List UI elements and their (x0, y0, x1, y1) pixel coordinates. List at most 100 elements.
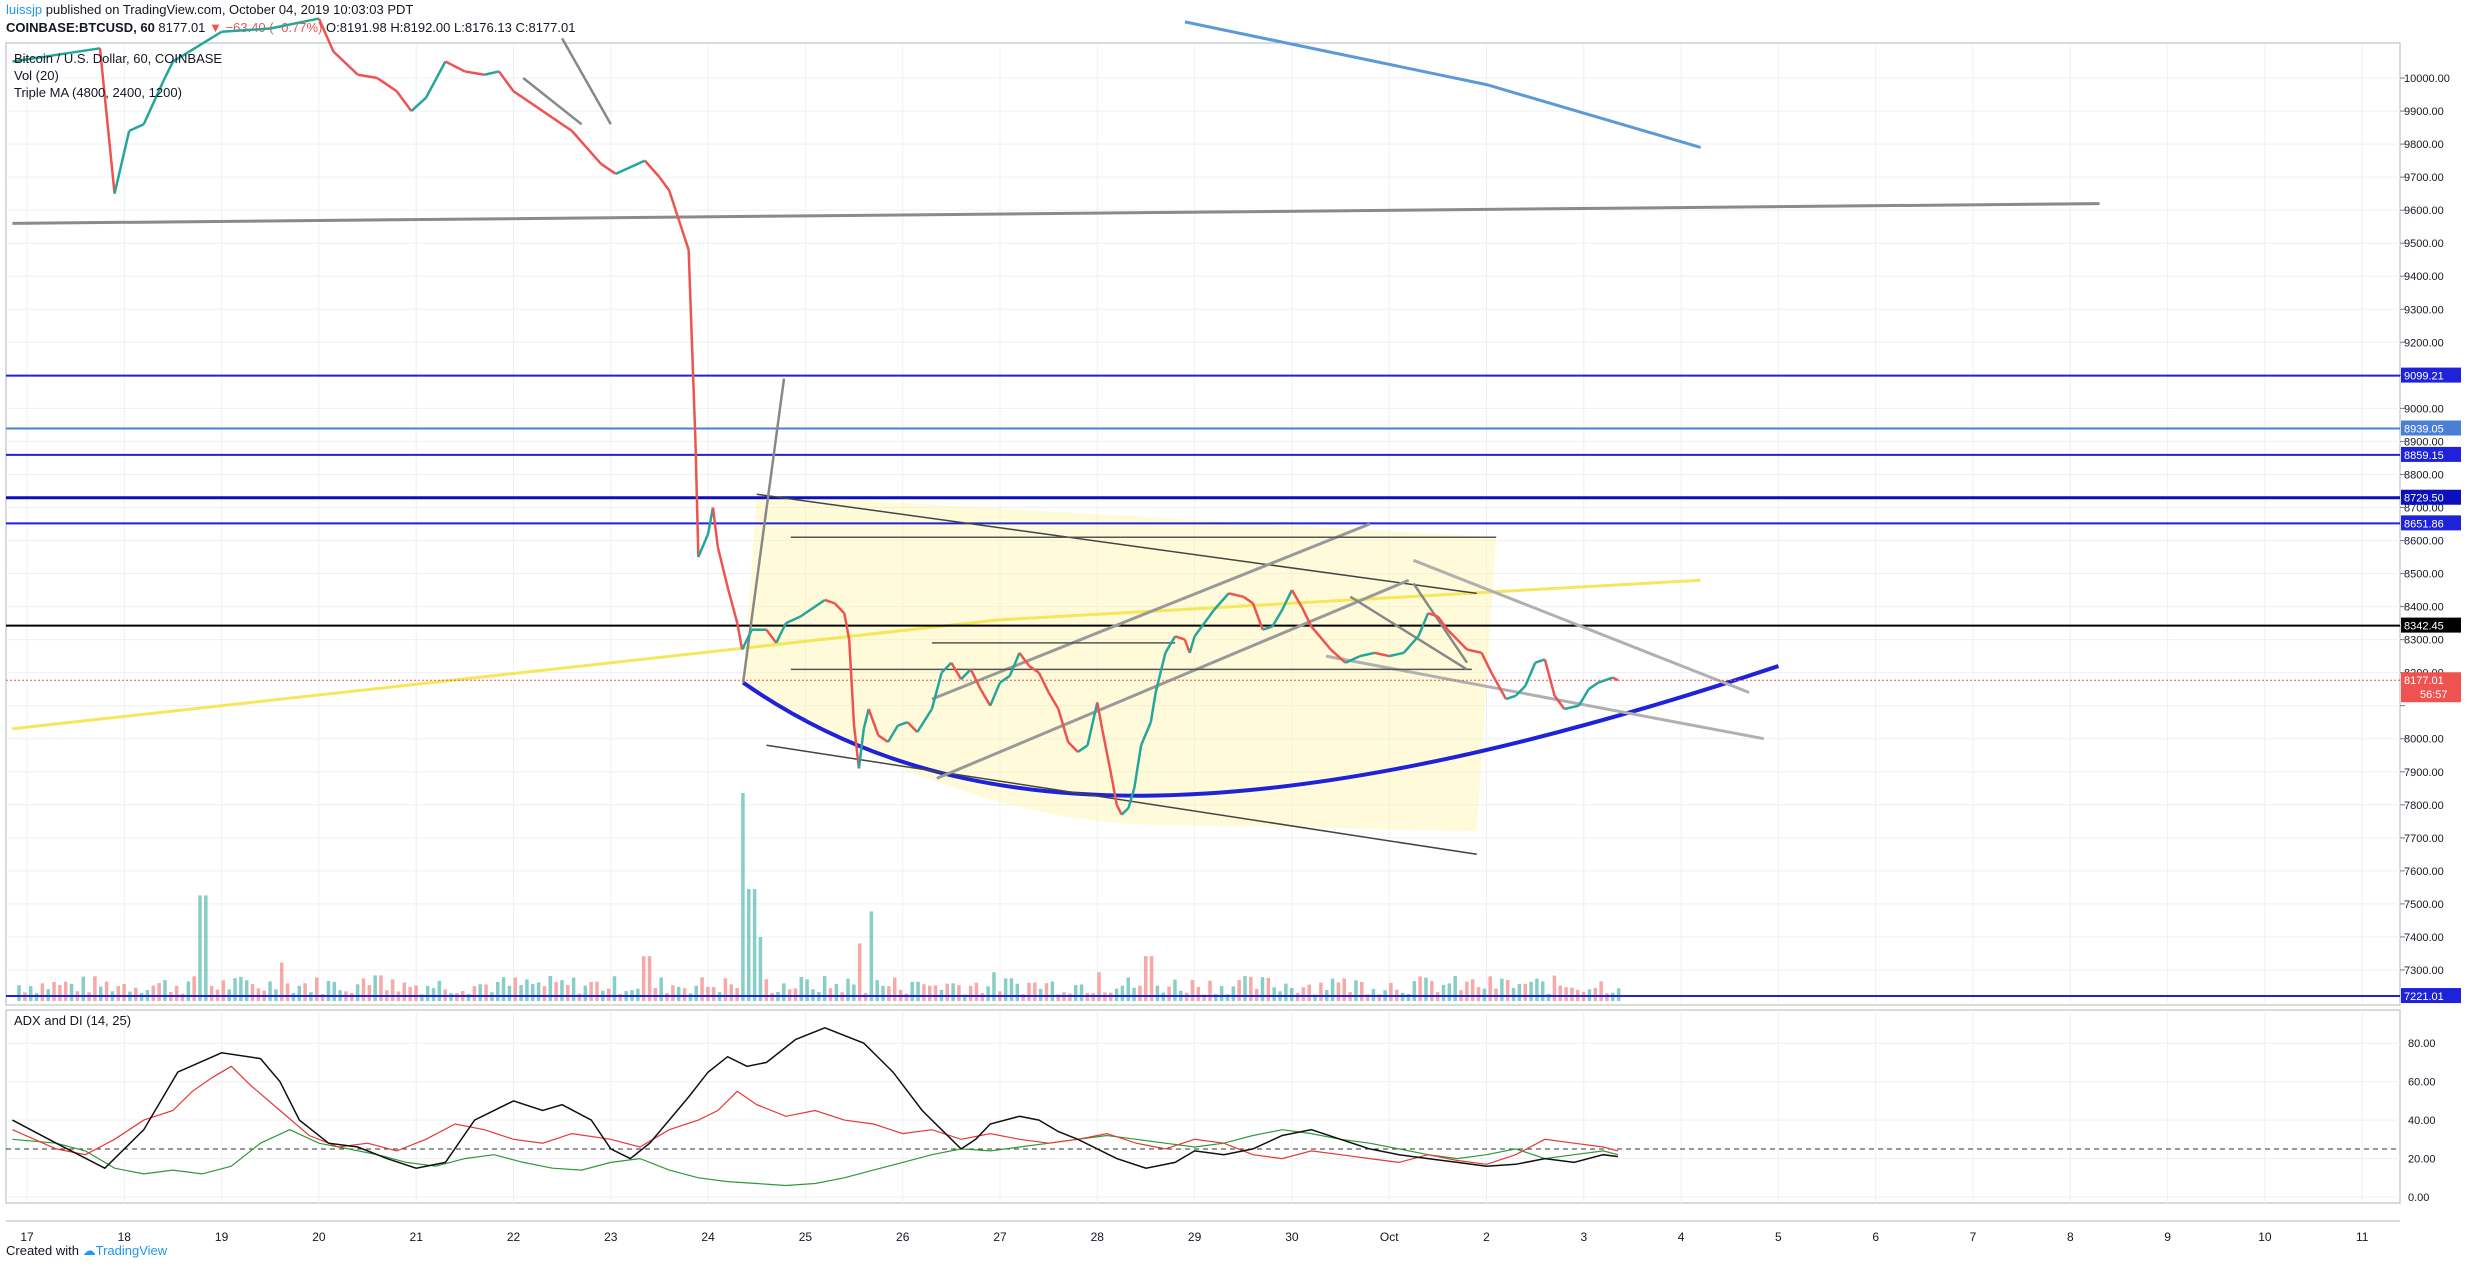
current-price-label: 8177.01 (2404, 675, 2444, 687)
volume-bar (1511, 987, 1516, 1001)
price-candle-segment (615, 166, 631, 175)
volume-bar (1044, 983, 1049, 1001)
volume-bar (1616, 988, 1621, 1001)
price-candle-segment (410, 96, 427, 112)
volume-bar (58, 985, 62, 1001)
volume-bar (1377, 994, 1382, 1001)
volume-bar (828, 988, 833, 1001)
price-tick-label: 9000.00 (2404, 403, 2444, 415)
price-candle-segment (843, 612, 851, 640)
price-candle-segment (357, 73, 378, 80)
volume-bar (297, 985, 301, 1001)
price-candle-segment (585, 146, 603, 165)
volume-bar (525, 979, 529, 1001)
volume-bar (373, 975, 377, 1001)
volume-bar (1254, 988, 1259, 1001)
tradingview-link[interactable]: TradingView (95, 1243, 168, 1258)
price-tick-label: 10000.00 (2404, 73, 2450, 85)
price-candle-segment (464, 70, 485, 76)
adx-tick-label: 20.00 (2408, 1154, 2436, 1166)
volume-bar (1073, 985, 1078, 1001)
author-link[interactable]: luissjp (6, 2, 43, 17)
volume-bar (1336, 982, 1341, 1001)
volume-bar (1056, 994, 1060, 1001)
volume-bar (735, 987, 739, 1001)
volume-bar (1144, 956, 1148, 1001)
volume-bar (612, 976, 617, 1001)
price-candle-segment (1427, 612, 1439, 618)
volume-bar (875, 980, 879, 1001)
volume-bar (653, 987, 658, 1001)
plus-di-line (12, 1065, 1619, 1165)
volume-bar (1488, 976, 1492, 1001)
volume-bar (577, 993, 582, 1001)
price-tick-label: 7400.00 (2404, 932, 2444, 944)
level-label: 8939.05 (2404, 424, 2444, 436)
wedge-upper (1412, 558, 1750, 694)
price-tick-label: 9200.00 (2404, 337, 2444, 349)
volume-bar (420, 994, 424, 1001)
price-tick-label: 9800.00 (2404, 139, 2444, 151)
volume-bar (1564, 987, 1568, 1001)
time-tick-label: 4 (1678, 1230, 1685, 1244)
price-candle-segment (1183, 639, 1191, 654)
price-tick-label: 9300.00 (2404, 304, 2444, 316)
price-candle-segment (706, 507, 715, 535)
price-candle-segment (1110, 778, 1118, 806)
price-tick-label: 8300.00 (2404, 635, 2444, 647)
open-label: O: (326, 20, 340, 35)
price-candle-segment (1115, 804, 1123, 816)
price-candle-segment (629, 159, 646, 169)
top-trendline (756, 493, 1477, 595)
time-tick-label: 27 (993, 1230, 1007, 1244)
price-candle-segment (424, 60, 447, 99)
axes: 7300.007400.007500.007600.007700.007800.… (20, 73, 2461, 1244)
volume-bar (752, 889, 757, 1001)
volume-bar (1365, 994, 1370, 1001)
price-candle-segment (172, 30, 223, 63)
volume-bar (682, 988, 687, 1001)
volume-bar (1138, 985, 1142, 1001)
volume-bar (1038, 988, 1043, 1001)
price-candle-segment (969, 668, 982, 690)
volume-bar (904, 993, 909, 1001)
price-candle-segment (1188, 635, 1196, 654)
level-label: 8342.45 (2404, 621, 2444, 633)
volume-bar (1249, 976, 1253, 1001)
price-candle-segment (395, 90, 413, 112)
time-tick-label: 26 (896, 1230, 910, 1244)
price-candle-segment (1262, 625, 1273, 631)
volume-bar (361, 978, 366, 1001)
volume-bar (484, 984, 488, 1001)
adx-line (12, 1026, 1618, 1170)
cup-curve (741, 664, 1780, 798)
time-tick-label: 25 (799, 1230, 813, 1244)
volume-bar (1605, 993, 1609, 1001)
volume-bar (1342, 978, 1346, 1001)
price-candle-segment (1597, 676, 1614, 684)
volume-bar (805, 979, 809, 1001)
volume-bar (390, 979, 395, 1001)
volume-bar (1360, 982, 1364, 1001)
price-candle-segment (643, 159, 661, 178)
price-candle-segment (989, 682, 1002, 707)
volume-bar (332, 981, 337, 1001)
volume-bar (706, 986, 710, 1001)
volume-bar (1517, 983, 1522, 1001)
minus-di-line (12, 1129, 1619, 1187)
volume-bar (1313, 994, 1317, 1001)
level-label: 7221.01 (2404, 991, 2444, 1003)
price-candle-segment (1242, 595, 1254, 605)
volume-bar (163, 980, 167, 1001)
volume-bar (1079, 984, 1084, 1001)
volume-bar (1120, 985, 1125, 1001)
volume-bar (186, 981, 191, 1001)
volume-bar (1494, 988, 1498, 1001)
cup-zone (743, 494, 1497, 832)
volume-bar (1149, 956, 1154, 1001)
adx-pane-frame (5, 1009, 2401, 1204)
volume-bar (104, 981, 109, 1001)
channel-lower (936, 578, 1410, 780)
volume-bar (1540, 981, 1545, 1001)
